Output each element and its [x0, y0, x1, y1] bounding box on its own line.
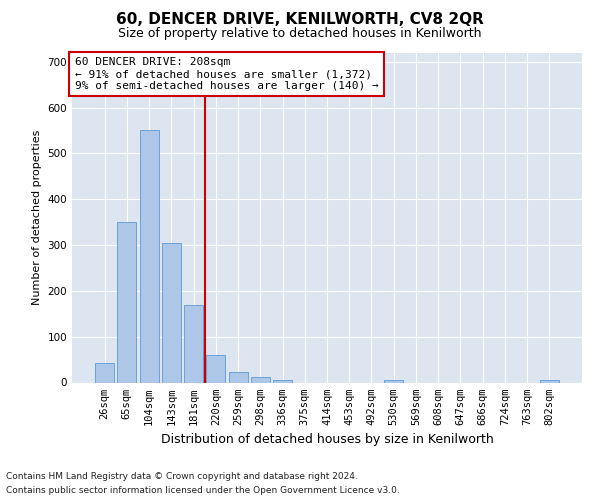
Text: Size of property relative to detached houses in Kenilworth: Size of property relative to detached ho…: [118, 28, 482, 40]
Bar: [229, 372, 248, 382]
Text: Contains public sector information licensed under the Open Government Licence v3: Contains public sector information licen…: [6, 486, 400, 495]
Bar: [95, 363, 114, 382]
Bar: [206, 355, 225, 382]
Bar: [140, 130, 158, 382]
Bar: [162, 242, 181, 382]
Text: 60 DENCER DRIVE: 208sqm
← 91% of detached houses are smaller (1,372)
9% of semi-: 60 DENCER DRIVE: 208sqm ← 91% of detache…: [74, 58, 379, 90]
Bar: [540, 380, 559, 382]
X-axis label: Distribution of detached houses by size in Kenilworth: Distribution of detached houses by size …: [161, 433, 493, 446]
Bar: [384, 380, 403, 382]
Text: 60, DENCER DRIVE, KENILWORTH, CV8 2QR: 60, DENCER DRIVE, KENILWORTH, CV8 2QR: [116, 12, 484, 28]
Y-axis label: Number of detached properties: Number of detached properties: [32, 130, 42, 305]
Bar: [184, 304, 203, 382]
Text: Contains HM Land Registry data © Crown copyright and database right 2024.: Contains HM Land Registry data © Crown c…: [6, 472, 358, 481]
Bar: [118, 222, 136, 382]
Bar: [251, 377, 270, 382]
Bar: [273, 380, 292, 382]
